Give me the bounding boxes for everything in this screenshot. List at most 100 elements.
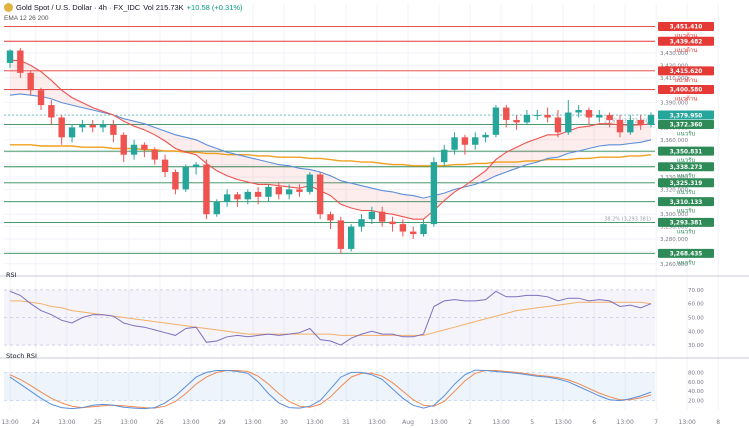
ema-legend[interactable]: EMA 12 26 200 (4, 15, 49, 22)
resistance-price-tag-text: 3,439.482 (670, 39, 703, 45)
candle (647, 112, 655, 128)
time-tick: 13:00 (1, 419, 18, 426)
candle-body (306, 174, 314, 192)
level-tags: 3,451.410แนวต้าน3,439.482แนวต้าน3,415.62… (658, 21, 714, 266)
time-tick: 30 (280, 419, 288, 426)
resistance-tag-label: แนวต้าน (675, 32, 698, 39)
candle-body (585, 110, 593, 118)
current-price-tag: 3,379.950 (658, 110, 714, 120)
candle-body (316, 174, 324, 215)
candle (234, 191, 241, 207)
time-tick: 13:00 (617, 419, 634, 426)
price-tick: 3,320.000 (660, 187, 688, 193)
candle-body (275, 186, 283, 195)
candle (575, 105, 582, 118)
support-price-tag: 3,325.319 (658, 178, 714, 188)
candle (420, 219, 427, 237)
stoch-tick: 40.00 (688, 389, 704, 395)
support-price-tag-box (658, 197, 714, 207)
candle (182, 164, 189, 192)
candle (441, 144, 448, 168)
support-price-tag: 3,372.360 (658, 119, 714, 129)
candle-body (120, 134, 127, 155)
candle-body (472, 137, 479, 145)
chart-title: Gold Spot / U.S. Dollar · 4h · FX_IDC (16, 3, 141, 12)
time-tick: 13:00 (368, 419, 385, 426)
time-tick: 13:00 (120, 419, 137, 426)
ema-cloud (10, 60, 651, 220)
resistance-tag-label: แนวต้าน (675, 95, 698, 102)
time-tick: 13:00 (182, 419, 199, 426)
time-tick: 5 (530, 419, 534, 426)
resistance-price-tag-text: 3,400.580 (670, 88, 703, 94)
candle-body (430, 162, 438, 225)
support-price-tag-box (658, 119, 714, 129)
candle (285, 184, 293, 200)
support-price-tag-box (658, 217, 714, 227)
fib-label: 38.2% (3,293.381) (604, 216, 651, 222)
stoch-tick: 80.00 (688, 370, 704, 376)
candle (347, 224, 355, 252)
candle-body (399, 224, 407, 232)
chart-header: Gold Spot / U.S. Dollar · 4h · FX_IDC Vo… (4, 3, 243, 12)
candlesticks (6, 48, 655, 254)
candle-body (420, 224, 427, 235)
support-price-tag: 3,268.435 (658, 248, 714, 258)
time-tick: 7 (654, 419, 658, 426)
candle (296, 184, 303, 197)
candle-body (68, 127, 76, 138)
candle (79, 119, 86, 133)
candle (461, 134, 469, 155)
candle-body (627, 119, 634, 133)
time-tick: 13:00 (430, 419, 447, 426)
time-tick: 13:00 (554, 419, 571, 426)
candle (254, 186, 262, 205)
time-axis: 13:00 24 13:00 25 13:00 26 13:00 29 13:00 30 13:00… (1, 419, 720, 426)
candle-body (99, 124, 107, 128)
volume-readout: Vol 215.73K (143, 3, 184, 12)
price-tick: 3,260.000 (660, 262, 688, 268)
support-price-tag: 3,350.831 (658, 146, 714, 156)
support-price-tag: 3,338.273 (658, 162, 714, 172)
candle (37, 87, 45, 111)
stoch-band (4, 372, 655, 401)
time-tick: 6 (592, 419, 596, 426)
time-tick: 29 (218, 419, 226, 426)
resistance-tag-label: แนวต้าน (675, 77, 698, 84)
candle-body (347, 226, 355, 249)
candle-body (285, 189, 293, 195)
resistance-price-tag-box (658, 21, 714, 31)
resistance-price-tag: 3,415.620 (658, 66, 714, 76)
candle-body (616, 119, 624, 133)
rsi-ma-line (10, 300, 652, 336)
candle (6, 49, 14, 68)
candle (316, 172, 324, 220)
candle (244, 189, 251, 205)
time-tick: 26 (156, 419, 164, 426)
resistance-price-tag-box (658, 36, 714, 46)
candle-body (368, 211, 376, 220)
candle-body (130, 144, 138, 155)
support-tag-label: แนวรับ (677, 208, 696, 215)
candle-body (213, 201, 220, 215)
price-tick: 3,430.000 (660, 51, 688, 57)
candle-body (234, 194, 241, 200)
candle-body (565, 112, 572, 133)
candle-body (265, 186, 272, 197)
candle-body (203, 164, 210, 215)
candle (513, 115, 520, 130)
candle (130, 139, 138, 160)
price-tick: 3,290.000 (660, 225, 688, 231)
support-price-tag-text: 3,350.831 (670, 149, 703, 155)
candle-body (58, 117, 65, 138)
candle-body (110, 124, 117, 135)
candle-body (327, 214, 334, 221)
support-price-tag: 3,310.133 (658, 197, 714, 207)
price-tick: 3,330.000 (660, 175, 688, 181)
candle (161, 154, 169, 177)
candle-body (637, 119, 644, 125)
time-tick: 25 (94, 419, 102, 426)
support-price-tag-text: 3,325.319 (670, 181, 703, 187)
candle (223, 189, 231, 207)
